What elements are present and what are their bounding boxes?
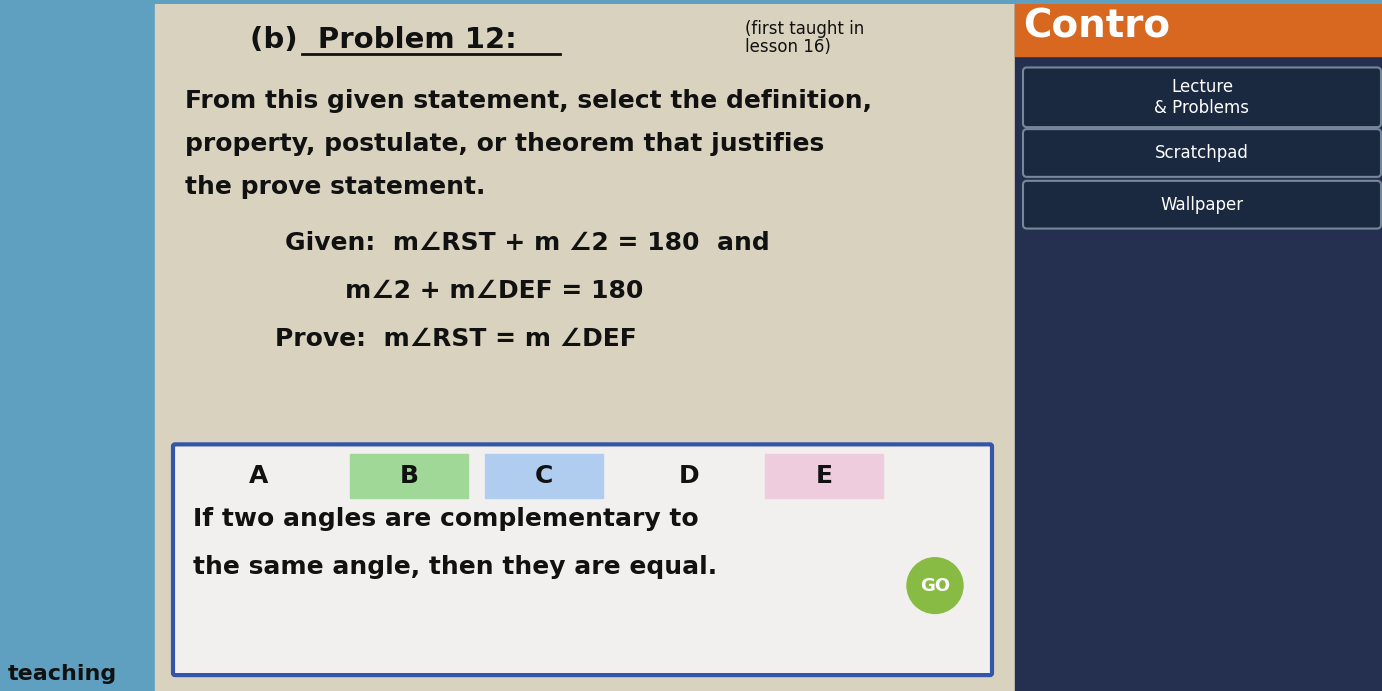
- Bar: [630, 454, 748, 498]
- Text: the same angle, then they are equal.: the same angle, then they are equal.: [193, 555, 717, 578]
- Text: Prove:  m∠RST = m ∠DEF: Prove: m∠RST = m ∠DEF: [275, 327, 637, 351]
- Text: Wallpaper: Wallpaper: [1161, 196, 1244, 214]
- Bar: [1014, 4, 1382, 55]
- FancyBboxPatch shape: [173, 444, 992, 675]
- Text: Scratchpad: Scratchpad: [1155, 144, 1249, 162]
- Bar: [350, 454, 468, 498]
- Bar: [485, 454, 603, 498]
- Circle shape: [907, 558, 963, 614]
- Text: Contro: Contro: [1023, 8, 1171, 46]
- Text: lesson 16): lesson 16): [745, 37, 831, 56]
- Text: (b)  Problem 12:: (b) Problem 12:: [250, 26, 517, 54]
- Text: If two angles are complementary to: If two angles are complementary to: [193, 507, 699, 531]
- FancyBboxPatch shape: [1023, 181, 1381, 229]
- Text: (first taught in: (first taught in: [745, 20, 864, 38]
- Text: teaching: teaching: [8, 664, 117, 684]
- Text: the prove statement.: the prove statement.: [185, 175, 485, 199]
- Text: E: E: [815, 464, 832, 489]
- Text: Lecture
& Problems: Lecture & Problems: [1154, 78, 1249, 117]
- Bar: [1014, 4, 1382, 691]
- Text: D: D: [679, 464, 699, 489]
- Text: From this given statement, select the definition,: From this given statement, select the de…: [185, 89, 872, 113]
- FancyBboxPatch shape: [1023, 68, 1381, 127]
- Text: C: C: [535, 464, 553, 489]
- Text: Given:  m∠RST + m ∠2 = 180  and: Given: m∠RST + m ∠2 = 180 and: [285, 231, 770, 256]
- Bar: [200, 454, 318, 498]
- Text: B: B: [399, 464, 419, 489]
- FancyBboxPatch shape: [1023, 129, 1381, 177]
- Bar: [766, 454, 883, 498]
- Text: m∠2 + m∠DEF = 180: m∠2 + m∠DEF = 180: [346, 279, 644, 303]
- Bar: [155, 4, 1014, 691]
- Text: GO: GO: [920, 576, 949, 594]
- Text: A: A: [249, 464, 268, 489]
- Text: property, postulate, or theorem that justifies: property, postulate, or theorem that jus…: [185, 132, 824, 156]
